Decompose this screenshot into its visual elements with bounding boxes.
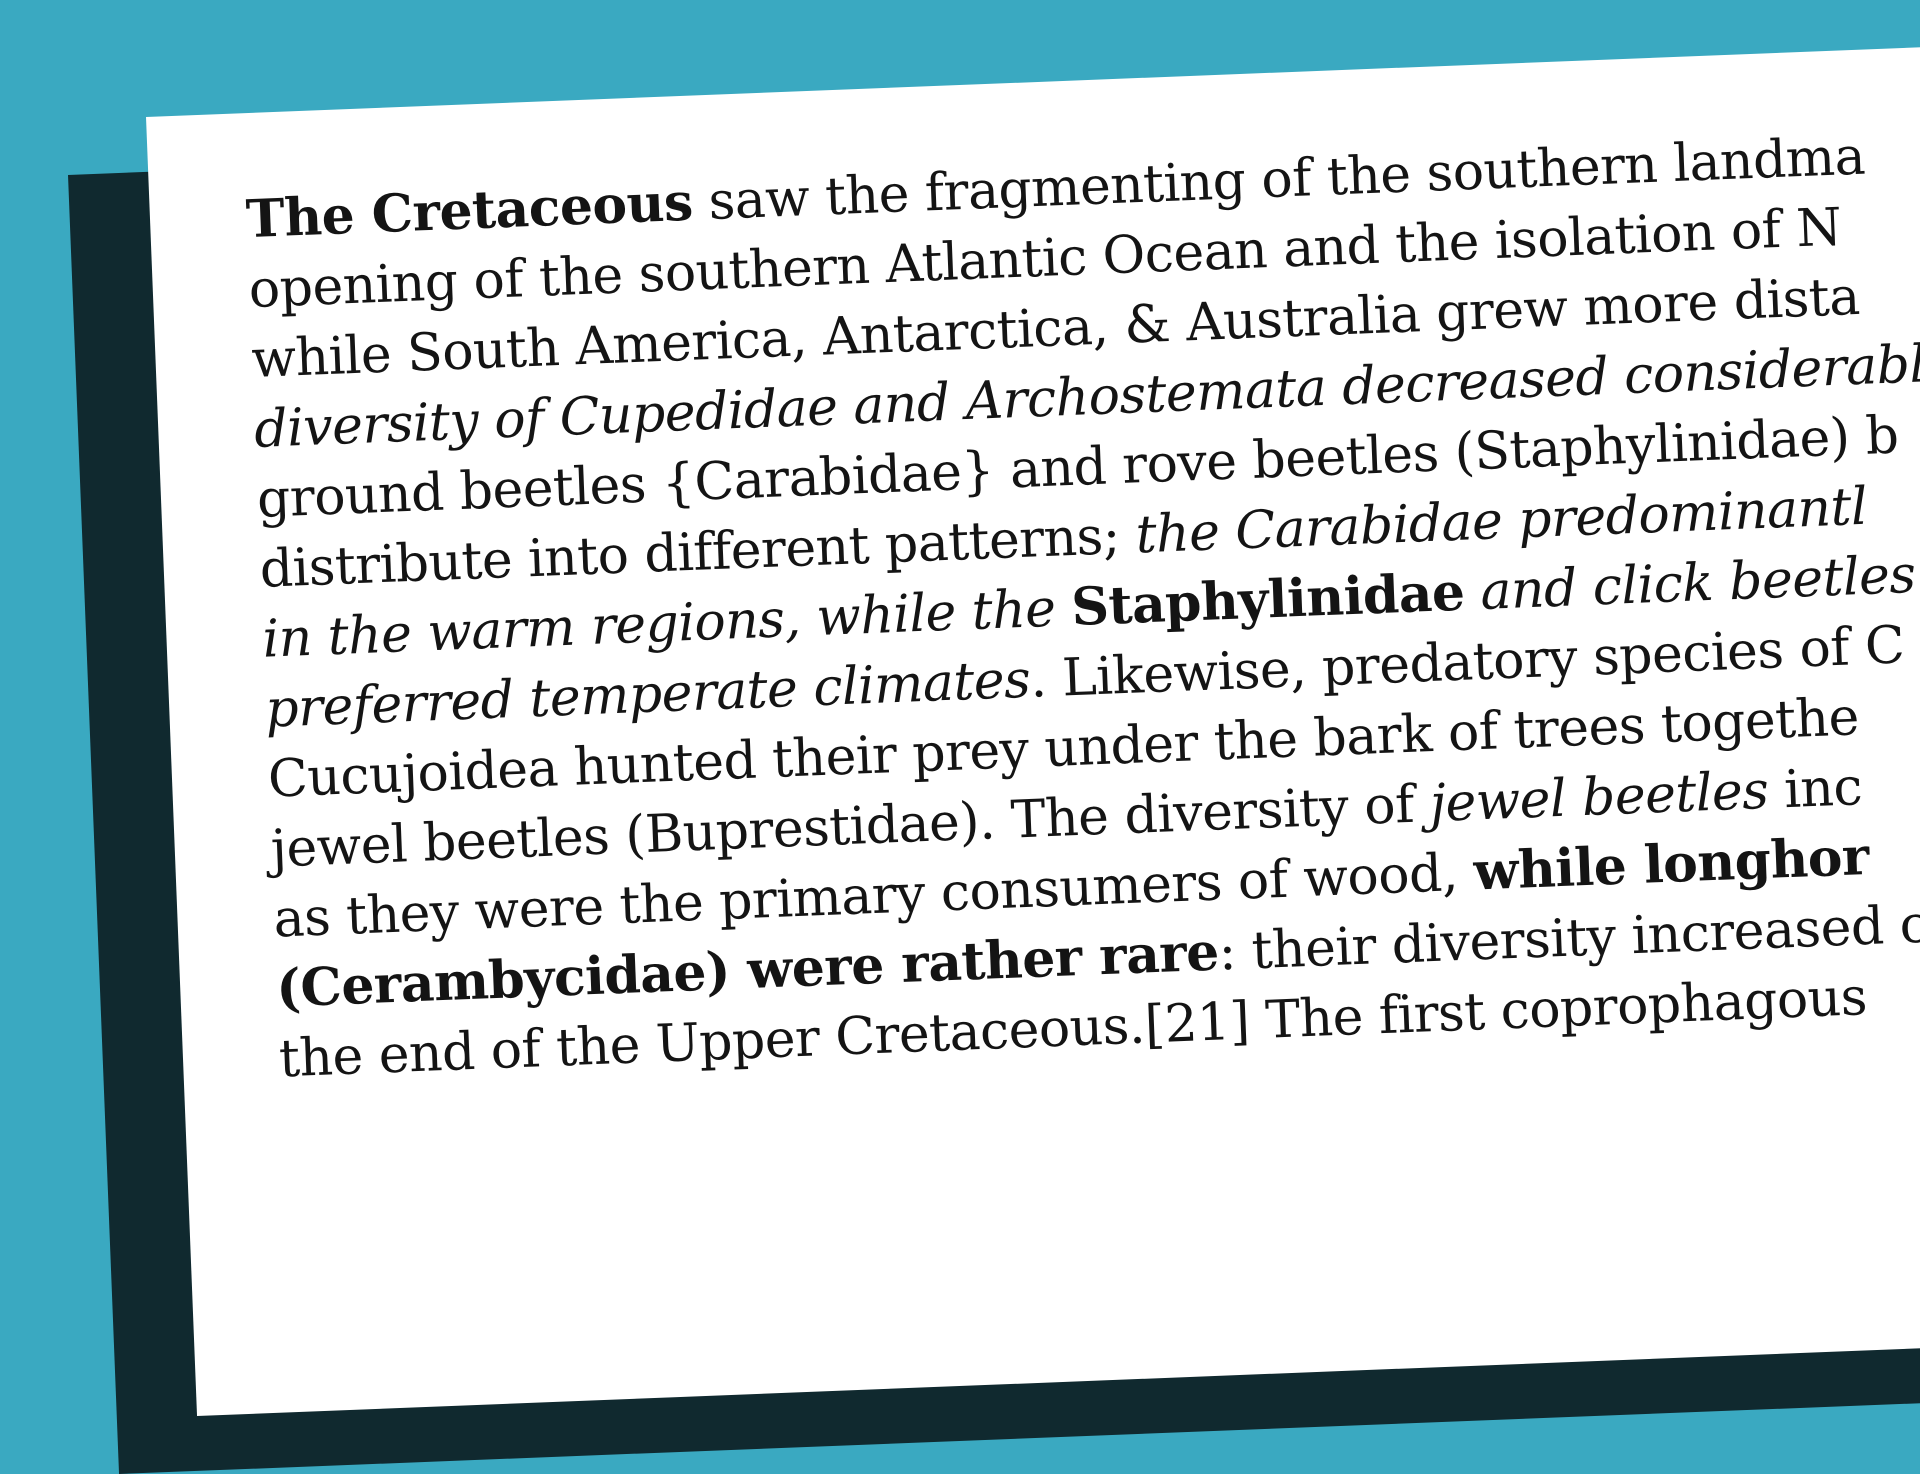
italic-text: and click beetles	[1479, 544, 1917, 622]
italic-text: jewel beetles	[1428, 760, 1770, 835]
card: The Cretaceous saw the fragmenting of th…	[146, 30, 1920, 1416]
paragraph: The Cretaceous saw the fragmenting of th…	[245, 119, 1920, 1095]
bold-text: The Cretaceous	[244, 171, 694, 251]
text: inc	[1783, 757, 1864, 821]
bold-text: Staphylinidae	[1070, 561, 1466, 639]
bold-text: while longhor	[1472, 825, 1870, 903]
page: The Cretaceous saw the fragmenting of th…	[68, 30, 1920, 1474]
